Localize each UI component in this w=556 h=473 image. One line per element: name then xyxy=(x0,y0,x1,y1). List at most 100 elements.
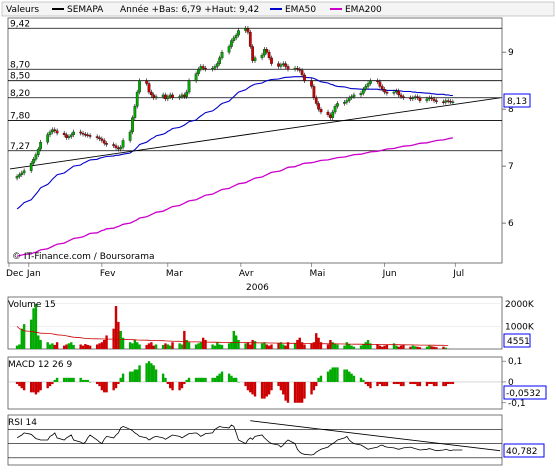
candle-body xyxy=(249,32,251,46)
macd-bar xyxy=(334,367,336,382)
price-level-label: 8,20 xyxy=(10,89,30,99)
volume-bar xyxy=(167,344,169,349)
candle-body xyxy=(310,81,312,87)
candle-body xyxy=(138,81,140,92)
volume-bar xyxy=(249,344,251,349)
macd-bar xyxy=(426,382,428,386)
candle-body xyxy=(315,98,317,104)
candle-body xyxy=(197,69,199,74)
volume-bar xyxy=(214,346,216,349)
macd-bar xyxy=(313,382,315,390)
macd-bar xyxy=(105,382,107,392)
candle-body xyxy=(150,92,152,95)
candle-body xyxy=(35,155,37,160)
candle-body xyxy=(287,66,289,69)
volume-bar xyxy=(148,343,150,349)
candle-body xyxy=(16,176,18,178)
candle-body xyxy=(379,82,381,87)
volume-bar xyxy=(178,343,180,349)
volume-bar xyxy=(398,347,400,349)
candle-body xyxy=(332,112,334,118)
volume-bar xyxy=(195,344,197,349)
candle-body xyxy=(263,49,265,55)
volume-bar xyxy=(296,340,298,349)
macd-bar xyxy=(303,382,305,399)
macd-bar xyxy=(327,372,329,382)
candle-body xyxy=(348,98,350,101)
candle-body xyxy=(30,163,32,170)
macd-bar xyxy=(136,369,138,381)
macd-bar xyxy=(103,382,105,392)
volume-bar xyxy=(150,342,152,349)
macd-bar xyxy=(49,382,51,386)
macd-bar xyxy=(445,382,447,386)
candle-body xyxy=(299,69,301,70)
volume-bar xyxy=(336,344,338,349)
candle-body xyxy=(112,144,114,145)
macd-bar xyxy=(348,372,350,382)
candle-body xyxy=(185,92,187,97)
candle-body xyxy=(65,135,67,138)
volume-bar xyxy=(72,345,74,349)
candle-body xyxy=(23,171,25,173)
volume-bar xyxy=(442,347,444,349)
volume-bar xyxy=(218,344,220,349)
candle-body xyxy=(313,86,315,97)
macd-bar xyxy=(51,382,53,384)
volume-bar xyxy=(254,341,256,349)
candle-body xyxy=(169,95,171,97)
macd-bar xyxy=(32,382,34,392)
macd-bar xyxy=(162,374,164,382)
candle-body xyxy=(261,55,263,58)
candle-body xyxy=(381,86,383,89)
volume-bar xyxy=(89,346,91,349)
macd-bar xyxy=(214,378,216,382)
volume-bar xyxy=(181,344,183,349)
candle-body xyxy=(343,102,345,103)
candle-body xyxy=(216,64,218,67)
macd-bar xyxy=(197,378,199,382)
macd-bar xyxy=(181,382,183,388)
year-range-text: Année +Bas: 6,79 +Haut: 9,42 xyxy=(120,4,259,15)
candle-body xyxy=(21,173,23,175)
candle-body xyxy=(317,103,319,109)
volume-bar xyxy=(16,346,18,349)
macd-bar xyxy=(30,382,32,392)
macd-bar xyxy=(395,382,397,384)
volume-bar xyxy=(115,306,117,349)
macd-bar xyxy=(336,367,338,382)
candle-body xyxy=(162,95,164,97)
volume-bar xyxy=(70,342,72,349)
candle-body xyxy=(200,66,202,69)
volume-bar xyxy=(233,331,235,349)
candle-body xyxy=(402,97,404,98)
macd-bar xyxy=(39,382,41,390)
macd-bar xyxy=(79,378,81,382)
macd-bar xyxy=(294,382,296,403)
macd-bar xyxy=(362,380,364,382)
candle-body xyxy=(367,84,369,87)
macd-bar xyxy=(87,380,89,382)
candle-body xyxy=(445,101,447,103)
macd-title: MACD 12 26 9 xyxy=(8,360,72,370)
macd-bar xyxy=(317,378,319,382)
price-level-label: 7,27 xyxy=(10,142,30,152)
macd-bar xyxy=(416,382,418,386)
legend-ticker: SEMAPA xyxy=(67,5,104,15)
macd-bar xyxy=(134,369,136,381)
candle-body xyxy=(120,147,122,149)
macd-bar xyxy=(101,382,103,390)
macd-bar xyxy=(400,382,402,386)
candle-body xyxy=(171,95,173,98)
candle-body xyxy=(362,89,364,93)
macd-bar xyxy=(228,374,230,382)
macd-bar xyxy=(188,378,190,382)
macd-bar xyxy=(185,380,187,382)
volume-bar xyxy=(49,344,51,349)
macd-bar xyxy=(343,369,345,381)
legend-ema50: EMA50 xyxy=(285,5,316,15)
volume-bar xyxy=(412,346,414,349)
candle-body xyxy=(233,38,235,41)
candle-body xyxy=(376,81,378,82)
